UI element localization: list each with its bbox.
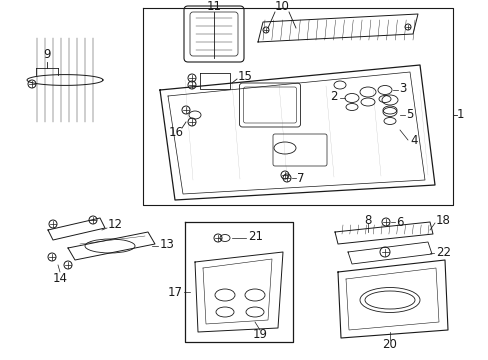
Text: 12: 12	[108, 219, 123, 231]
Text: 15: 15	[238, 69, 252, 82]
Text: 1: 1	[456, 108, 464, 122]
Text: 7: 7	[296, 171, 304, 184]
Text: 10: 10	[274, 0, 289, 13]
Text: 8: 8	[364, 213, 371, 226]
Text: 4: 4	[409, 134, 417, 147]
Text: 19: 19	[252, 328, 267, 341]
Text: 13: 13	[160, 238, 175, 251]
Text: 11: 11	[206, 0, 221, 13]
Text: 9: 9	[43, 49, 51, 62]
Text: 6: 6	[395, 216, 403, 229]
Text: 3: 3	[398, 81, 406, 94]
Text: 5: 5	[405, 108, 412, 122]
Text: 2: 2	[330, 90, 337, 103]
Text: 17: 17	[168, 285, 183, 298]
Text: 16: 16	[168, 126, 183, 139]
Text: 18: 18	[435, 213, 450, 226]
Text: 22: 22	[435, 247, 450, 260]
Text: 21: 21	[247, 230, 263, 243]
Text: 20: 20	[382, 338, 397, 351]
Text: 14: 14	[52, 271, 67, 284]
